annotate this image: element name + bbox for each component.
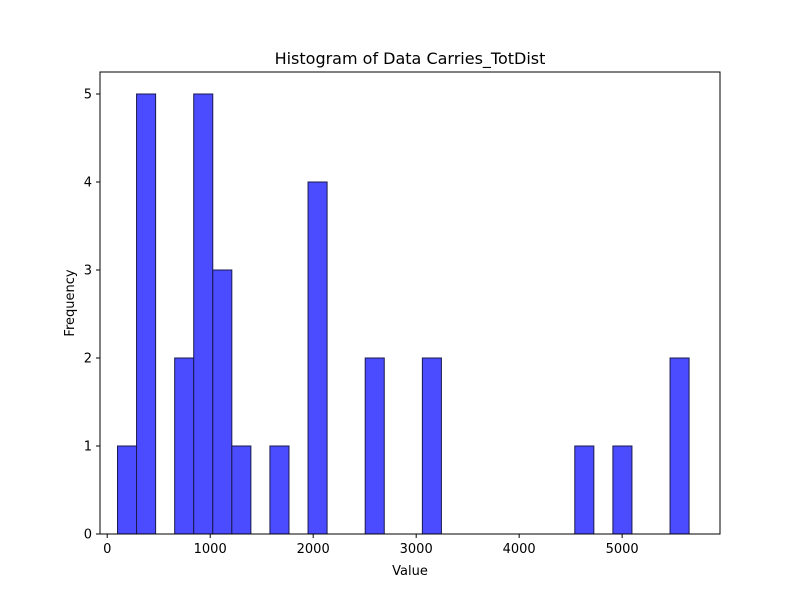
y-tick-label-3: 3 <box>84 264 92 279</box>
histogram-bar-9 <box>421 357 442 535</box>
y-tick-label-0: 0 <box>84 528 92 543</box>
y-tick-label-2: 2 <box>84 352 92 367</box>
histogram-bar-2 <box>174 357 195 535</box>
x-tick-label-0: 0 <box>103 542 111 557</box>
x-tick-label-4: 4000 <box>503 542 536 557</box>
x-tick-label-3: 3000 <box>400 542 433 557</box>
histogram-bar-12 <box>669 357 690 535</box>
y-tick-label-5: 5 <box>84 88 92 103</box>
y-axis-label: Frequency <box>63 269 78 336</box>
plot-frame <box>99 71 721 535</box>
histogram-bar-7 <box>307 181 328 535</box>
bars-group <box>117 93 690 535</box>
histogram-bar-6 <box>269 445 290 535</box>
histogram-bar-1 <box>136 93 157 535</box>
histogram-bar-3 <box>193 93 214 535</box>
chart-title: Histogram of Data Carries_TotDist <box>275 49 546 69</box>
histogram-bar-10 <box>574 445 595 535</box>
histogram-bar-8 <box>364 357 385 535</box>
histogram-bar-11 <box>612 445 633 535</box>
x-tick-label-5: 5000 <box>606 542 639 557</box>
x-axis-label: Value <box>392 564 428 579</box>
y-tick-label-4: 4 <box>84 176 92 191</box>
histogram-bar-0 <box>117 445 138 535</box>
x-axis-ticks: 0 1000 2000 3000 4000 5000 <box>103 534 639 557</box>
histogram-bar-5 <box>231 445 252 535</box>
y-axis-ticks: 0 1 2 3 4 5 <box>84 88 100 543</box>
x-tick-label-1: 1000 <box>194 542 227 557</box>
y-tick-label-1: 1 <box>84 440 92 455</box>
histogram-bar-4 <box>212 269 233 535</box>
x-tick-label-2: 2000 <box>297 542 330 557</box>
